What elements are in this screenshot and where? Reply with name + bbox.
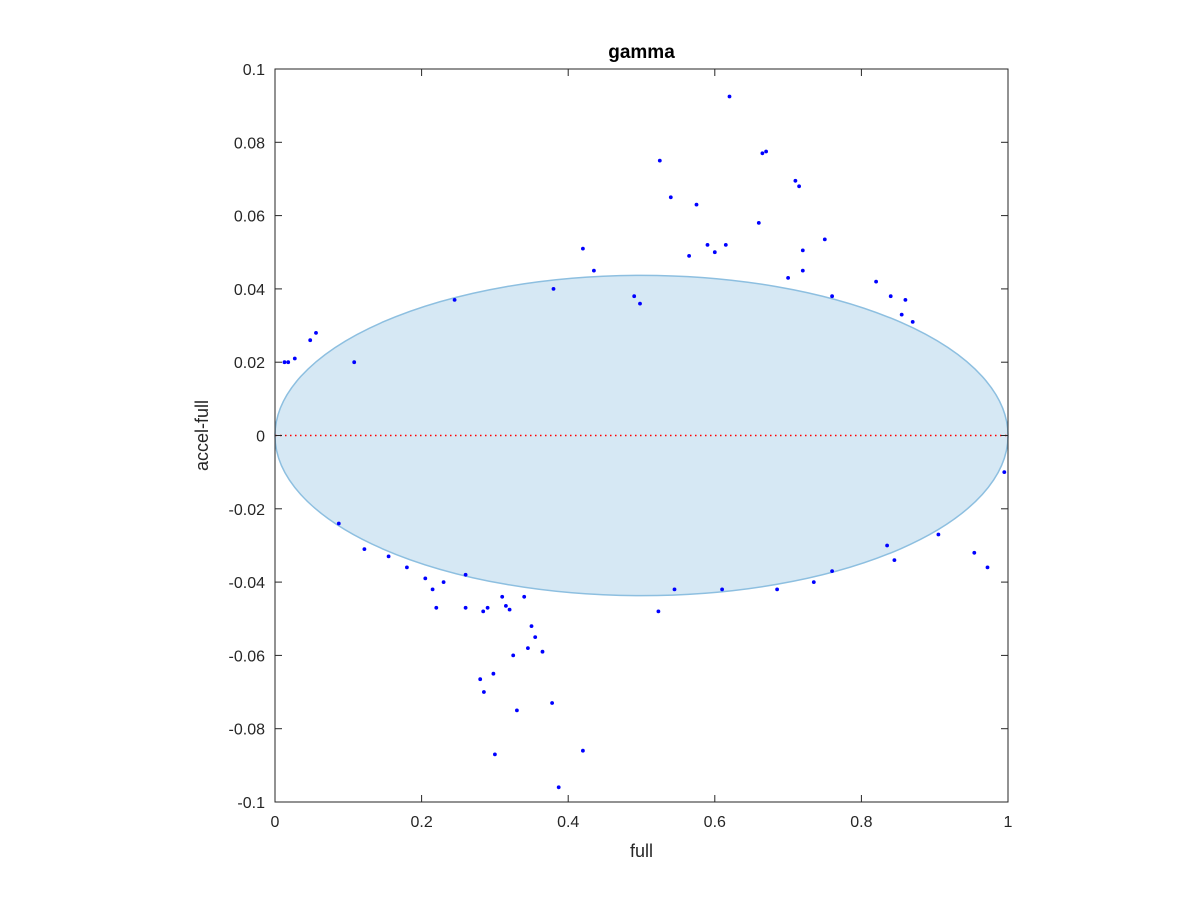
data-point [515,708,519,713]
y-tick-label: 0 [256,429,265,446]
data-point [478,677,483,682]
x-tick-label: 0.4 [557,814,579,831]
data-point [638,301,642,306]
data-point [362,547,367,551]
data-point [423,576,428,581]
data-point [800,248,805,253]
data-point [775,587,779,592]
data-point [972,550,977,555]
data-point [482,690,486,694]
data-point [888,294,893,299]
data-point [282,360,287,365]
data-point [485,605,490,610]
data-point [405,565,409,570]
data-point [632,294,637,299]
y-tick-label: -0.08 [229,722,266,739]
data-point [493,752,497,757]
data-point [985,565,990,570]
y-axis-label: accel-full [192,400,212,471]
data-point [899,312,904,317]
data-point [491,671,496,676]
data-point [705,243,710,247]
y-tick-label: 0.08 [234,135,265,152]
data-point [910,320,915,324]
data-point [463,572,468,577]
data-point [286,360,291,365]
y-tick-label: -0.1 [237,795,265,812]
data-point [723,243,728,247]
data-point [668,195,673,200]
chart-title: gamma [608,42,675,63]
data-point [822,237,827,242]
y-tick-label: -0.06 [229,648,266,665]
data-point [452,298,457,302]
data-point [687,254,691,258]
data-point [786,276,790,280]
data-point [712,250,717,255]
data-point [526,646,530,650]
data-point [434,605,439,610]
data-point [352,360,357,365]
data-point [533,635,538,639]
x-tick-label: 0 [271,814,280,831]
data-point [727,94,732,99]
x-axis-label: full [630,841,653,861]
data-point [936,532,941,537]
data-point [720,587,724,592]
y-tick-label: 0.02 [234,355,265,372]
data-point [522,594,527,599]
data-point [672,587,677,592]
data-point [797,184,801,189]
data-point [811,580,816,584]
data-point [504,604,508,608]
data-point [885,543,889,548]
data-point [760,151,765,156]
data-point [694,202,699,207]
data-point [551,287,556,291]
data-point [581,748,585,753]
data-point [592,268,596,273]
data-point [481,609,486,614]
data-point [308,338,313,343]
data-point [540,649,545,654]
y-tick-label: 0.1 [243,62,265,79]
data-point [314,331,318,335]
data-point [903,298,908,302]
data-point [336,521,341,526]
data-point [386,554,391,559]
x-tick-label: 1 [1004,814,1013,831]
data-point [463,605,468,610]
data-point [430,587,435,592]
data-point [657,158,662,163]
data-point [1002,470,1007,474]
y-tick-label: 0.06 [234,209,265,226]
data-point [511,653,516,658]
x-tick-label: 0.2 [410,814,432,831]
data-point [793,178,798,183]
data-point [500,594,505,599]
data-point [292,356,297,361]
data-point [656,609,661,614]
data-point [581,246,585,251]
data-point [764,149,768,154]
data-point [529,624,534,628]
data-point [830,294,834,299]
data-point [892,558,897,562]
y-tick-label: -0.02 [229,502,266,519]
data-point [550,701,554,705]
y-tick-label: -0.04 [229,575,266,592]
data-point [507,607,512,612]
data-point [830,569,834,573]
y-tick-label: 0.04 [234,282,265,299]
data-point [556,785,561,790]
x-tick-label: 0.6 [704,814,726,831]
data-point [874,279,878,284]
data-point [756,221,761,225]
x-tick-label: 0.8 [850,814,872,831]
data-point [441,580,446,584]
data-point [800,268,805,273]
